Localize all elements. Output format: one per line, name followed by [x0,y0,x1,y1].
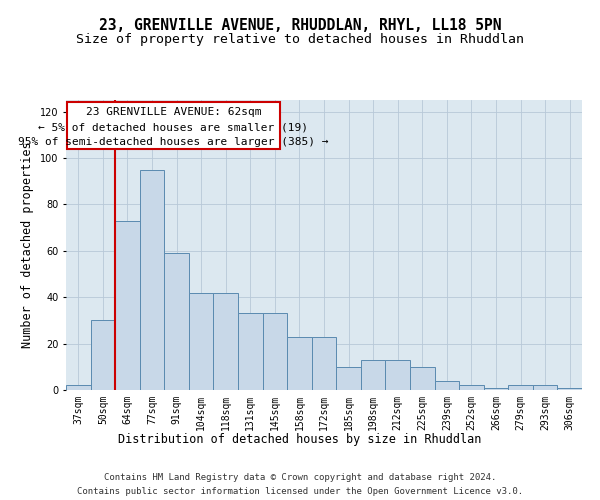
Bar [434,380,459,390]
Bar [287,336,312,390]
Text: Size of property relative to detached houses in Rhuddlan: Size of property relative to detached ho… [76,32,524,46]
Bar [67,102,280,148]
Bar [459,386,484,390]
Bar [557,388,582,390]
Text: Contains HM Land Registry data © Crown copyright and database right 2024.: Contains HM Land Registry data © Crown c… [104,472,496,482]
Bar [189,292,214,390]
Bar [91,320,115,390]
Bar [385,360,410,390]
Text: 23 GRENVILLE AVENUE: 62sqm: 23 GRENVILLE AVENUE: 62sqm [86,107,261,117]
Text: 95% of semi-detached houses are larger (385) →: 95% of semi-detached houses are larger (… [18,137,329,147]
Bar [336,367,361,390]
Bar [361,360,385,390]
Bar [164,253,189,390]
Bar [140,170,164,390]
Text: ← 5% of detached houses are smaller (19): ← 5% of detached houses are smaller (19) [38,122,308,132]
Bar [508,386,533,390]
Text: Distribution of detached houses by size in Rhuddlan: Distribution of detached houses by size … [118,432,482,446]
Bar [410,367,434,390]
Y-axis label: Number of detached properties: Number of detached properties [22,142,34,348]
Bar [66,386,91,390]
Bar [115,220,140,390]
Bar [238,314,263,390]
Bar [533,386,557,390]
Text: Contains public sector information licensed under the Open Government Licence v3: Contains public sector information licen… [77,488,523,496]
Bar [214,292,238,390]
Bar [312,336,336,390]
Bar [484,388,508,390]
Text: 23, GRENVILLE AVENUE, RHUDDLAN, RHYL, LL18 5PN: 23, GRENVILLE AVENUE, RHUDDLAN, RHYL, LL… [99,18,501,32]
Bar [263,314,287,390]
